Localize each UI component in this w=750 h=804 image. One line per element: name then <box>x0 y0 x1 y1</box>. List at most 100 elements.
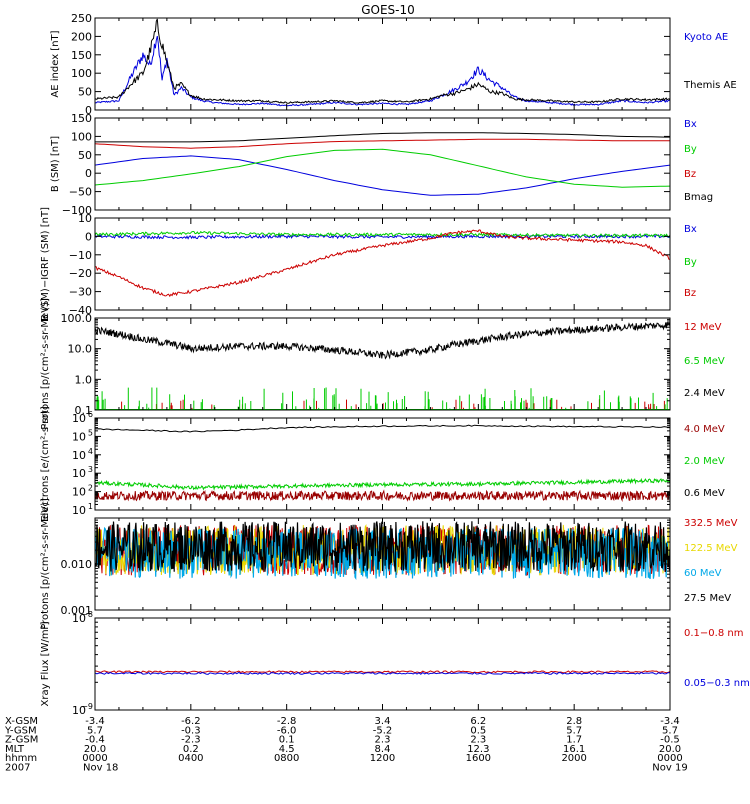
y-tick-label: 0.010 <box>61 558 93 571</box>
y-tick-label: 150 <box>71 49 92 62</box>
ephemeris-value: 1200 <box>370 753 395 764</box>
y-tick-label: 0.001 <box>61 604 93 617</box>
series-2-4-mev-line <box>95 322 670 360</box>
legend-entry: Themis AE <box>683 80 737 91</box>
panel-frame <box>94 217 671 311</box>
series-bx-line <box>95 233 670 240</box>
plot-area <box>95 521 670 580</box>
y-tick-label: 250 <box>71 12 92 25</box>
ephemeris-value: -2.3 <box>181 735 201 746</box>
ephemeris-row-label: MLT <box>5 744 25 755</box>
legend-entry: By <box>684 257 697 268</box>
panel-2: −100 −50 0 50 100 150 B (SM) [nT] Bx By Bz Bmag <box>50 112 713 217</box>
panel-frame <box>94 617 671 711</box>
ephemeris-value: -0.3 <box>181 725 201 736</box>
y-tick-label: 0 <box>85 167 92 180</box>
y-tick-label: 0 <box>85 230 92 243</box>
ephemeris-value: 5.7 <box>566 725 582 736</box>
ephemeris-value: 0800 <box>274 753 299 764</box>
y-tick-label: −20 <box>69 267 92 280</box>
y-tick-label: 1.0 <box>75 373 93 386</box>
legend-entry: 0.6 MeV <box>684 488 725 499</box>
plot-area <box>95 132 670 196</box>
legend-entry: 2.4 MeV <box>684 388 725 399</box>
y-axis-label: Xray Flux [W/m²] <box>40 621 51 706</box>
y-axis-label: Electrons [e/(cm²-s-sr)] <box>40 406 51 522</box>
legend-entry: 2.0 MeV <box>684 456 725 467</box>
y-tick-exponent: 5 <box>88 428 93 437</box>
legend-entry: 0.05−0.3 nm <box>684 678 750 689</box>
legend-entry: Bx <box>684 224 697 235</box>
legend-entry: Bz <box>684 169 696 180</box>
ephemeris-value: Nov 19 <box>652 763 687 774</box>
series-2-0-mev-line <box>95 477 670 491</box>
y-tick-label: 10 <box>72 430 86 443</box>
series-12-mev-line <box>104 399 665 410</box>
legend-entry: Bmag <box>684 192 713 203</box>
ephemeris-value: Nov 18 <box>83 763 118 774</box>
y-tick-label: 10 <box>72 704 86 717</box>
series-bz-line <box>95 229 670 298</box>
ephemeris-value: -6.2 <box>181 716 201 727</box>
legend-entry: 4.0 MeV <box>684 424 725 435</box>
legend-entry: 332.5 MeV <box>684 518 738 529</box>
legend-entry: 122.5 MeV <box>684 543 738 554</box>
ephemeris-value: 0000 <box>82 753 107 764</box>
plot-title: GOES-10 <box>361 3 415 17</box>
y-tick-label: 10 <box>72 504 86 517</box>
y-tick-label: 100.0 <box>61 312 93 325</box>
ephemeris-value: -3.4 <box>660 716 680 727</box>
panel-frame <box>94 17 671 111</box>
ephemeris-value: 2.3 <box>470 735 486 746</box>
y-axis-label: B (SM)−IGRF (SM) [nT] <box>40 207 51 321</box>
y-tick-label: 200 <box>71 30 92 43</box>
ephemeris-value: 0400 <box>178 753 203 764</box>
y-tick-exponent: −9 <box>81 702 93 711</box>
ephemeris-value: 0000 <box>657 753 682 764</box>
ephemeris-value: 2.3 <box>375 735 391 746</box>
y-tick-label: 10 <box>72 612 86 625</box>
y-tick-label: −100 <box>62 204 92 217</box>
series-kyoto-ae-line <box>95 35 670 107</box>
series-bmag-line <box>95 132 670 143</box>
ephemeris-value: 1600 <box>466 753 491 764</box>
ephemeris-value: 8.4 <box>375 744 391 755</box>
ephemeris-value: 5.7 <box>87 725 103 736</box>
y-tick-label: 0.1 <box>75 404 93 417</box>
legend-entry: 60 MeV <box>684 568 722 579</box>
y-tick-label: 10 <box>72 449 86 462</box>
ephemeris-value: -3.4 <box>85 716 105 727</box>
legend-entry: Bx <box>684 119 697 130</box>
ephemeris-value: 0.5 <box>470 725 486 736</box>
panel-6: 0.001 0.010 Protons [p/(cm²-s-sr-MeV)] 332.… <box>40 498 738 630</box>
series-by-line <box>95 148 670 188</box>
series-bz-line <box>95 138 670 149</box>
ephemeris-row-label: X-GSM <box>5 716 38 727</box>
ephemeris-value: -0.4 <box>85 735 105 746</box>
ephemeris-value: 0.1 <box>279 735 295 746</box>
ephemeris-value: -6.0 <box>277 725 297 736</box>
y-tick-exponent: −8 <box>81 610 93 619</box>
y-axis-label: Protons [p/(cm²-s-sr-MeV)] <box>40 498 51 630</box>
y-axis-label: B (SM) [nT] <box>50 136 61 192</box>
y-tick-label: 50 <box>78 149 92 162</box>
series-bx-line <box>95 155 670 196</box>
plot-area <box>95 424 670 503</box>
ephemeris-row-label: 2007 <box>5 763 30 774</box>
series-0-1-0-8-nm-line <box>95 670 670 674</box>
ephemeris-value: 3.4 <box>375 716 391 727</box>
y-tick-label: 100 <box>71 67 92 80</box>
series-4-0-mev-line <box>95 489 670 503</box>
y-tick-label: 150 <box>71 112 92 125</box>
y-tick-label: 10 <box>78 212 92 225</box>
series-by-line <box>95 230 670 238</box>
ephemeris-value: 2000 <box>561 753 586 764</box>
ephemeris-value: 6.2 <box>470 716 486 727</box>
y-tick-label: 10 <box>72 412 86 425</box>
series-0-05-0-3-nm-line <box>95 671 670 675</box>
panel-frame <box>94 117 671 211</box>
ephemeris-value: 20.0 <box>84 744 106 755</box>
